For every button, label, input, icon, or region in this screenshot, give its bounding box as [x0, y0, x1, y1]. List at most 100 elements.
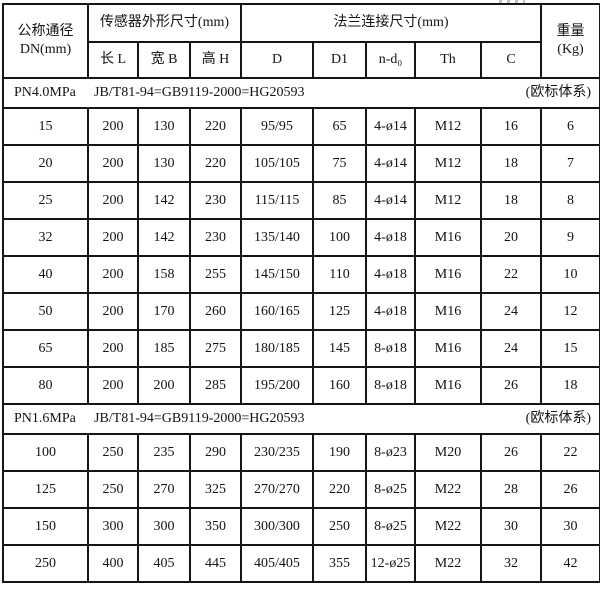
cell-width-b: 142 — [137, 218, 191, 257]
cell-length-l: 200 — [87, 292, 139, 331]
cell-th: M12 — [414, 144, 482, 183]
cell-d1: 250 — [312, 507, 367, 546]
cell-dn: 50 — [2, 292, 89, 331]
section-header-row-PN1.6MPa: PN1.6MPa JB/T81-94=GB9119-2000=HG20593 (欧标… — [2, 403, 600, 435]
cell-d1: 220 — [312, 470, 367, 509]
pressure-rating-label: PN4.0MPa — [14, 85, 76, 101]
subheader-col-c: C — [480, 41, 542, 79]
cell-dn: 80 — [2, 366, 89, 405]
cell-c: 16 — [480, 107, 542, 146]
cell-th: M12 — [414, 107, 482, 146]
section-header-cell: PN1.6MPa JB/T81-94=GB9119-2000=HG20593 (欧标… — [2, 403, 600, 435]
cell-length-l: 200 — [87, 107, 139, 146]
cell-c: 20 — [480, 218, 542, 257]
cell-height-h: 220 — [189, 107, 242, 146]
cell-width-b: 405 — [137, 544, 191, 583]
cell-c: 24 — [480, 329, 542, 368]
cell-d1: 125 — [312, 292, 367, 331]
cell-dn: 20 — [2, 144, 89, 183]
cell-d1: 75 — [312, 144, 367, 183]
cell-width-b: 185 — [137, 329, 191, 368]
cell-d: 135/140 — [240, 218, 314, 257]
cell-dn: 15 — [2, 107, 89, 146]
cell-weight-kg: 26 — [540, 470, 600, 509]
cell-dn: 25 — [2, 181, 89, 220]
cell-length-l: 300 — [87, 507, 139, 546]
cell-th: M16 — [414, 255, 482, 294]
cell-th: M20 — [414, 433, 482, 472]
cell-length-l: 250 — [87, 470, 139, 509]
cell-n-d0: 8-ø25 — [365, 470, 416, 509]
cell-d1: 145 — [312, 329, 367, 368]
table-row-dn-50: 50 200 170 260 160/165 125 4-ø18 M16 24 12 — [2, 292, 600, 331]
cell-d: 115/115 — [240, 181, 314, 220]
cell-dn: 40 — [2, 255, 89, 294]
cell-height-h: 275 — [189, 329, 242, 368]
cell-d1: 85 — [312, 181, 367, 220]
cell-c: 24 — [480, 292, 542, 331]
header-weight-line2: (Kg) — [557, 42, 584, 57]
cell-length-l: 250 — [87, 433, 139, 472]
cell-th: M12 — [414, 181, 482, 220]
header-weight: 重量 (Kg) — [540, 3, 600, 79]
cell-weight-kg: 6 — [540, 107, 600, 146]
cell-th: M16 — [414, 366, 482, 405]
cell-d1: 355 — [312, 544, 367, 583]
table-row-dn-125: 125 250 270 325 270/270 220 8-ø25 M22 28 26 — [2, 470, 600, 509]
cell-width-b: 158 — [137, 255, 191, 294]
cell-n-d0: 8-ø25 — [365, 507, 416, 546]
cell-th: M16 — [414, 292, 482, 331]
cell-weight-kg: 7 — [540, 144, 600, 183]
standard-designation: JB/T81-94=GB9119-2000=HG20593 — [94, 411, 305, 427]
cell-height-h: 260 — [189, 292, 242, 331]
cell-width-b: 270 — [137, 470, 191, 509]
cell-height-h: 350 — [189, 507, 242, 546]
cell-c: 26 — [480, 433, 542, 472]
cell-weight-kg: 12 — [540, 292, 600, 331]
subheader-col-d: D — [240, 41, 314, 79]
cell-weight-kg: 10 — [540, 255, 600, 294]
cell-d: 270/270 — [240, 470, 314, 509]
header-group-row: 公称通径 DN(mm) 传感器外形尺寸(mm) 法兰连接尺寸(mm) 重量 (K… — [2, 3, 600, 79]
header-weight-line1: 重量 — [556, 23, 585, 39]
standard-system-note: (欧标体系) — [525, 411, 591, 427]
section-header-row-PN4.0MPa: PN4.0MPa JB/T81-94=GB9119-2000=HG20593 (欧标… — [2, 77, 600, 109]
table-row-dn-40: 40 200 158 255 145/150 110 4-ø18 M16 22 10 — [2, 255, 600, 294]
table-row-dn-80: 80 200 200 285 195/200 160 8-ø18 M16 26 18 — [2, 366, 600, 405]
cell-height-h: 285 — [189, 366, 242, 405]
cell-weight-kg: 9 — [540, 218, 600, 257]
cell-d: 95/95 — [240, 107, 314, 146]
cell-length-l: 200 — [87, 181, 139, 220]
cell-d1: 160 — [312, 366, 367, 405]
cell-n-d0: 4-ø14 — [365, 107, 416, 146]
cell-length-l: 200 — [87, 218, 139, 257]
cell-weight-kg: 22 — [540, 433, 600, 472]
cell-dn: 125 — [2, 470, 89, 509]
subheader-col-length-l: 长 L — [87, 41, 139, 79]
standard-designation: JB/T81-94=GB9119-2000=HG20593 — [94, 85, 305, 101]
header-nominal-diameter-line2: DN(mm) — [19, 42, 72, 57]
cell-width-b: 170 — [137, 292, 191, 331]
cell-width-b: 130 — [137, 144, 191, 183]
cell-n-d0: 4-ø18 — [365, 255, 416, 294]
cell-th: M16 — [414, 218, 482, 257]
cell-width-b: 300 — [137, 507, 191, 546]
table-row-dn-250: 250 400 405 445 405/405 355 12-ø25 M22 32 42 — [2, 544, 600, 583]
cell-length-l: 200 — [87, 329, 139, 368]
table-row-dn-150: 150 300 300 350 300/300 250 8-ø25 M22 30 30 — [2, 507, 600, 546]
cell-c: 22 — [480, 255, 542, 294]
table-row-dn-15: 15 200 130 220 95/95 65 4-ø14 M12 16 6 — [2, 107, 600, 146]
cell-width-b: 200 — [137, 366, 191, 405]
cell-height-h: 220 — [189, 144, 242, 183]
cell-n-d0: 4-ø14 — [365, 144, 416, 183]
cell-n-d0: 4-ø18 — [365, 218, 416, 257]
cell-n-d0: 8-ø23 — [365, 433, 416, 472]
cell-d1: 110 — [312, 255, 367, 294]
cell-th: M22 — [414, 544, 482, 583]
cell-dn: 65 — [2, 329, 89, 368]
cell-c: 28 — [480, 470, 542, 509]
cell-dn: 100 — [2, 433, 89, 472]
header-nominal-diameter-line1: 公称通径 — [17, 23, 74, 39]
cell-height-h: 230 — [189, 181, 242, 220]
